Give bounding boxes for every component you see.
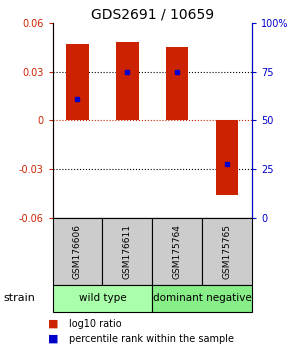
Bar <box>152 285 252 312</box>
Bar <box>166 47 188 120</box>
Text: ■: ■ <box>48 334 58 344</box>
Text: log10 ratio: log10 ratio <box>69 319 122 329</box>
Text: dominant negative: dominant negative <box>153 293 251 303</box>
Text: ■: ■ <box>48 319 58 329</box>
Text: wild type: wild type <box>79 293 126 303</box>
Text: GSM175765: GSM175765 <box>223 224 232 279</box>
Bar <box>52 285 152 312</box>
Bar <box>52 218 102 285</box>
Text: strain: strain <box>3 293 35 303</box>
Text: GSM176606: GSM176606 <box>73 224 82 279</box>
Text: GSM176611: GSM176611 <box>123 224 132 279</box>
Text: GSM175764: GSM175764 <box>173 224 182 279</box>
Bar <box>216 120 238 195</box>
Bar <box>152 218 202 285</box>
Title: GDS2691 / 10659: GDS2691 / 10659 <box>91 8 214 22</box>
Bar <box>116 42 139 120</box>
Bar <box>66 44 89 120</box>
Bar <box>202 218 252 285</box>
Text: percentile rank within the sample: percentile rank within the sample <box>69 334 234 344</box>
Bar <box>102 218 152 285</box>
